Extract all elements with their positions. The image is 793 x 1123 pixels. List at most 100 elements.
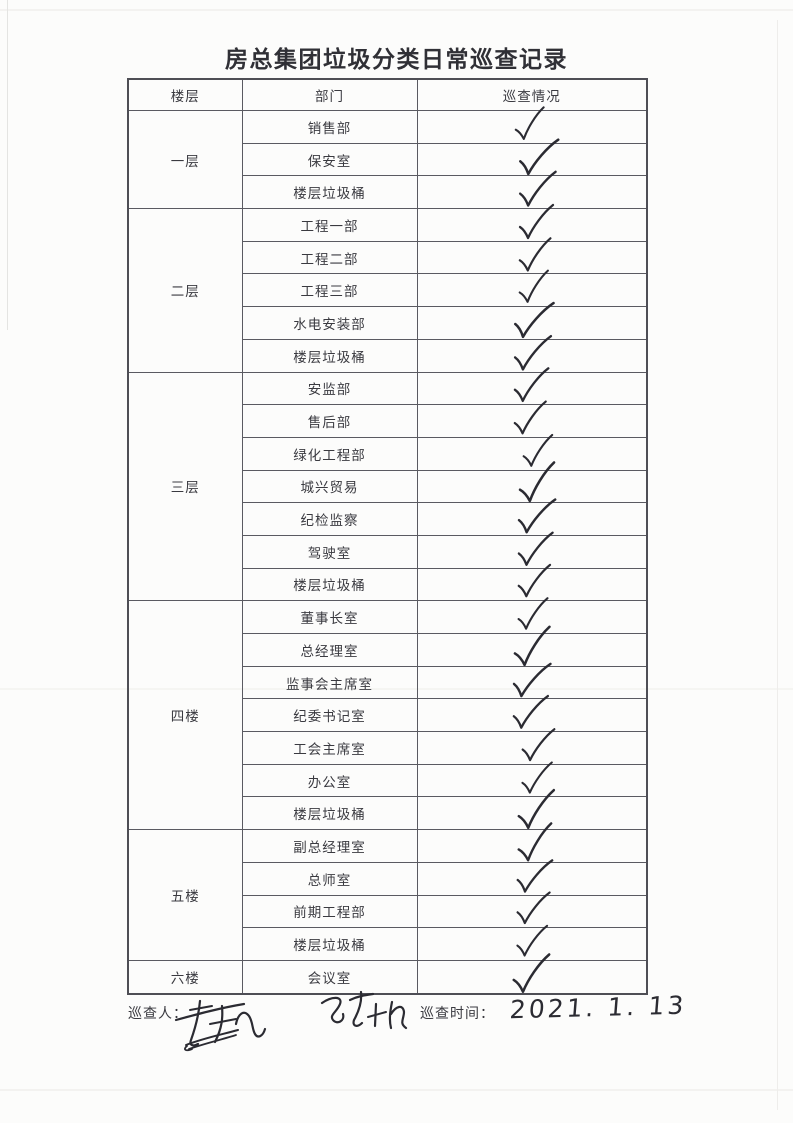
department-cell: 工程一部 (241, 208, 418, 242)
floor-cell: 五楼 (127, 829, 243, 961)
department-cell: 工程二部 (241, 240, 418, 275)
checkmark-icon (521, 728, 556, 762)
department-cell: 监事会主席室 (241, 665, 418, 700)
department-cell: 楼层垃圾桶 (241, 175, 418, 210)
inspection-status-cell (416, 461, 648, 504)
checkmark-icon (518, 236, 552, 272)
inspection-status-cell (416, 269, 648, 308)
floor-cell: 三层 (127, 371, 243, 602)
inspection-status-cell (416, 695, 648, 733)
inspection-status-cell (416, 891, 648, 929)
department-cell: 安监部 (241, 371, 418, 406)
table-row: 工程三部 (128, 269, 648, 308)
inspection-status-cell (416, 433, 648, 471)
inspection-status-cell (416, 498, 648, 536)
inspector-label: 巡查人： (128, 1007, 188, 1022)
inspection-status-cell (416, 400, 648, 438)
department-cell: 总师室 (241, 861, 418, 896)
inspection-table: 楼层 部门 巡查情况 一层 销售部 保安室 楼层垃圾桶 二层 工程一部 工程二部 工… (127, 78, 648, 995)
inspection-status-cell (416, 822, 648, 863)
table-row: 六楼 会议室 (127, 952, 648, 995)
inspection-status-cell (416, 597, 648, 634)
department-cell: 售后部 (241, 404, 418, 438)
table-row: 绿化工程部 (128, 433, 648, 471)
table-row: 工程二部 (128, 236, 648, 275)
floor-cell: 二层 (127, 208, 243, 373)
department-cell: 副总经理室 (241, 829, 418, 863)
checkmark-icon (513, 400, 547, 435)
table-row: 驾驶室 (128, 531, 648, 569)
checkmark-icon (514, 106, 545, 140)
table-header-row: 楼层 部门 巡查情况 (127, 78, 648, 111)
inspector-signature-1 (174, 999, 267, 1052)
checkmark-icon (517, 564, 551, 598)
inspection-status-cell (416, 662, 648, 700)
inspection-status-cell (416, 106, 648, 144)
table-row: 楼层垃圾桶 (128, 334, 648, 373)
inspection-status-cell (416, 761, 648, 798)
table-row: 二层 工程一部 (127, 203, 648, 373)
table-row: 三层 安监部 (127, 367, 648, 602)
department-cell: 城兴贸易 (241, 469, 418, 504)
table-row: 水电安装部 (128, 301, 648, 340)
department-cell: 绿化工程部 (241, 436, 418, 471)
inspection-status-cell (416, 236, 648, 275)
table-row: 工会主席室 (128, 728, 648, 765)
table-row: 总师室 (128, 858, 648, 896)
inspection-status-cell (416, 301, 648, 340)
header-department: 部门 (241, 78, 418, 111)
inspection-table-body: 一层 销售部 保安室 楼层垃圾桶 二层 工程一部 工程二部 工程三部 水电安装部 楼… (127, 106, 648, 995)
department-cell: 楼层垃圾桶 (241, 796, 418, 831)
inspection-time-label: 巡查时间： (420, 1007, 495, 1022)
checkmark-icon (517, 597, 549, 630)
checkmark-icon (516, 891, 551, 925)
scan-artifact-edge (7, 0, 8, 330)
department-cell: 驾驶室 (241, 534, 418, 569)
checkmark-icon (518, 269, 549, 304)
inspector-signature-2 (320, 990, 408, 1030)
floor-cell: 六楼 (127, 959, 243, 995)
scan-artifact-band (0, 9, 793, 11)
table-row: 一层 销售部 (127, 106, 648, 210)
department-cell: 纪委书记室 (241, 698, 418, 733)
department-cell: 销售部 (241, 110, 418, 144)
department-cell: 纪检监察 (241, 502, 418, 536)
inspection-status-cell (416, 137, 648, 177)
header-floor: 楼层 (127, 78, 243, 111)
department-cell: 工会主席室 (241, 731, 418, 765)
department-cell: 保安室 (241, 142, 418, 177)
inspection-status-cell (416, 728, 648, 765)
scan-artifact-band (0, 1089, 793, 1091)
inspection-date-handwritten: 2021. 1. 13 (508, 990, 688, 1025)
inspection-status-cell (416, 334, 648, 373)
checkmark-icon (522, 433, 554, 467)
department-cell: 董事长室 (241, 600, 418, 634)
table-row: 总经理室 (128, 625, 648, 667)
table-row: 监事会主席室 (128, 662, 648, 700)
checkmark-icon (516, 924, 548, 957)
department-cell: 楼层垃圾桶 (241, 338, 418, 373)
table-row: 五楼 副总经理室 (127, 822, 648, 961)
department-cell: 楼层垃圾桶 (241, 567, 418, 602)
inspection-status-cell (416, 170, 648, 210)
inspection-status-cell (416, 858, 648, 896)
department-cell: 办公室 (241, 763, 418, 798)
inspection-status-cell (416, 952, 648, 995)
floor-cell: 一层 (127, 109, 243, 210)
department-cell: 楼层垃圾桶 (241, 927, 418, 961)
table-row: 城兴贸易 (128, 461, 648, 504)
checkmark-icon (521, 761, 553, 794)
scan-artifact-edge (777, 20, 778, 1110)
floor-cell: 四楼 (127, 600, 243, 831)
department-cell: 会议室 (241, 959, 418, 995)
header-status: 巡查情况 (416, 78, 648, 111)
department-cell: 前期工程部 (241, 894, 418, 929)
department-cell: 工程三部 (241, 273, 418, 308)
table-row: 售后部 (128, 400, 648, 438)
inspection-status-cell (416, 924, 648, 961)
inspection-status-cell (416, 367, 648, 406)
table-row: 纪检监察 (128, 498, 648, 536)
page-title: 房总集团垃圾分类日常巡查记录 (225, 47, 568, 72)
inspection-status-cell (416, 203, 648, 242)
